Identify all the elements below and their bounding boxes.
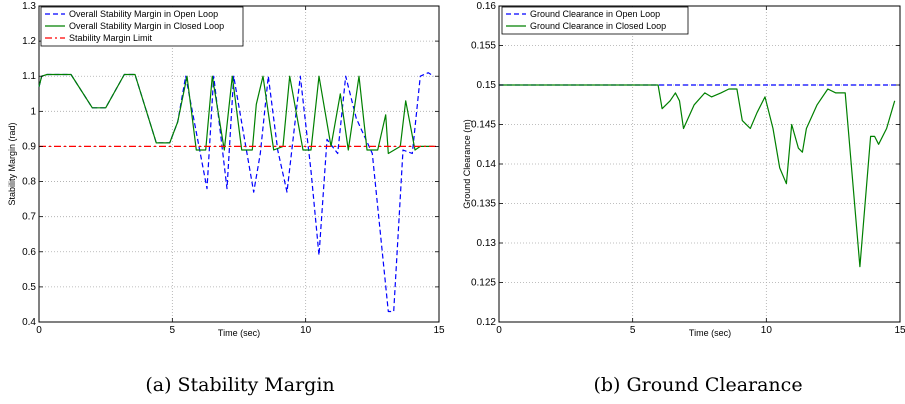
legend: Ground Clearance in Open Loop Ground Clea… (501, 6, 689, 35)
legend-label: Stability Margin Limit (69, 33, 153, 43)
y-tick-label: 0.9 (22, 141, 36, 152)
stability-margin-chart: 0 5 10 15 0.4 0.5 0.6 0.7 0.8 0.9 1 1.1 1.2 1.3 Time … (7, 1, 445, 396)
legend-label: Overall Stability Margin in Open Loop (69, 9, 218, 19)
series-line-2 (499, 84, 896, 268)
y-tick-label: 0.155 (471, 41, 496, 52)
panel-a-caption: (a) Stability Margin (145, 374, 334, 396)
y-tick-label: 0.13 (477, 238, 497, 249)
y-tick-label: 0.8 (22, 177, 36, 188)
y-tick-label: 0.14 (477, 159, 497, 170)
y-tick-label: 0.15 (477, 80, 497, 91)
y-tick-label: 1 (30, 106, 36, 117)
x-tick-label: 15 (433, 325, 445, 336)
x-axis-label: Time (sec) (689, 328, 731, 338)
y-tick-label: 0.5 (22, 282, 36, 293)
y-tick-label: 0.125 (471, 278, 496, 289)
panel-b-caption: (b) Ground Clearance (593, 374, 802, 396)
legend-label: Ground Clearance in Open Loop (530, 9, 660, 19)
x-tick-label: 15 (894, 325, 905, 336)
legend-box (40, 6, 244, 47)
y-tick-label: 0.16 (477, 1, 497, 12)
y-tick-label: 0.135 (471, 199, 496, 210)
series-group (499, 84, 900, 268)
legend-label: Ground Clearance in Closed Loop (530, 21, 666, 31)
y-axis-label: Stability Margin (rad) (7, 122, 17, 205)
y-tick-label: 0.145 (471, 120, 496, 131)
plot-area (38, 5, 440, 323)
y-tick-label: 1.2 (22, 36, 36, 47)
x-tick-label: 0 (496, 325, 502, 336)
x-axis-label: Time (sec) (218, 328, 260, 338)
x-tick-label: 0 (36, 325, 42, 336)
y-tick-label: 0.12 (477, 317, 497, 328)
x-tick-label: 10 (761, 325, 773, 336)
y-tick-label: 0.4 (22, 317, 36, 328)
legend-label: Overall Stability Margin in Closed Loop (69, 21, 224, 31)
x-tick-label: 5 (170, 325, 176, 336)
legend-box (501, 6, 689, 35)
y-tick-label: 1.1 (22, 71, 36, 82)
x-tick-label: 10 (300, 325, 312, 336)
series-line-2 (38, 73, 434, 155)
y-axis-label: Ground Clearance (m) (462, 119, 472, 209)
y-tick-label: 0.6 (22, 247, 36, 258)
y-tick-label: 0.7 (22, 212, 36, 223)
tick-labels: 0 5 10 15 0.12 0.125 0.13 0.135 0.14 0.145 0.15 0.1… (471, 1, 905, 336)
series-group (38, 72, 439, 313)
ground-clearance-chart: 0 5 10 15 0.12 0.125 0.13 0.135 0.14 0.145 0.15 0.1… (462, 1, 905, 396)
tick-labels: 0 5 10 15 0.4 0.5 0.6 0.7 0.8 0.9 1 1.1 1.2 1.3 (22, 1, 445, 336)
x-tick-label: 5 (630, 325, 636, 336)
legend: Overall Stability Margin in Open Loop Ove… (40, 6, 244, 47)
y-tick-label: 1.3 (22, 1, 36, 12)
